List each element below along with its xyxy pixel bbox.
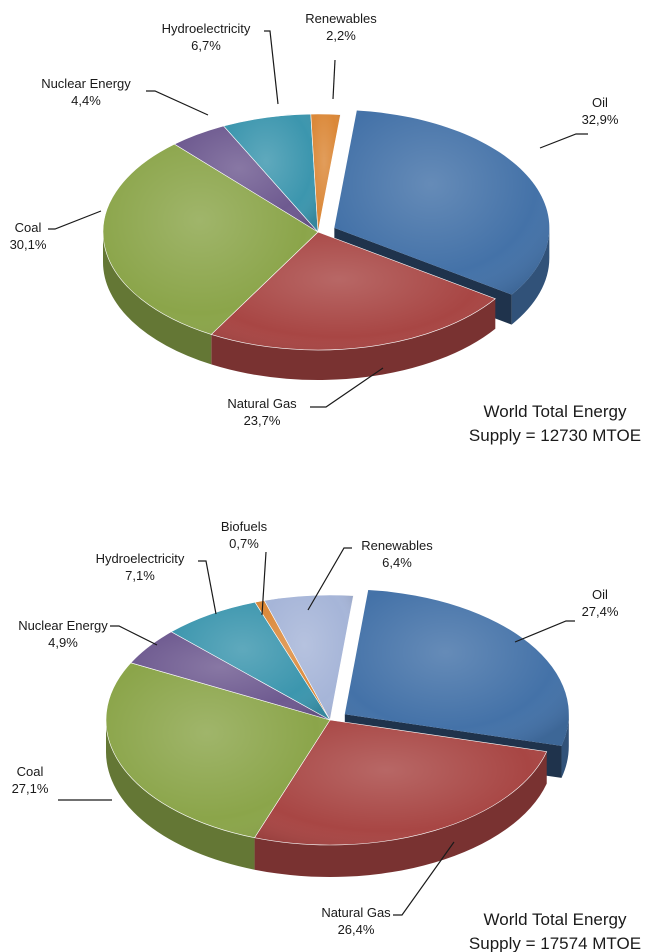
pie-1-slice-shine-4 xyxy=(171,602,330,720)
chart-1-caption-line2: Supply = 17574 MTOE xyxy=(469,934,641,952)
pie-0-side-0 xyxy=(511,227,550,325)
pie-0-leader-4 xyxy=(264,30,279,105)
pie-1-label-name-6: Renewables xyxy=(361,538,433,553)
pie-0-side-2 xyxy=(103,232,212,365)
pie-1-leader-1 xyxy=(393,841,455,916)
pie-0-label-name-4: Hydroelectricity xyxy=(162,21,251,36)
pie-1-label-pct-0: 27,4% xyxy=(582,604,619,619)
pie-1-leader-5 xyxy=(261,551,267,616)
pie-1-label-pct-4: 7,1% xyxy=(125,568,155,583)
pie-1-label-name-4: Hydroelectricity xyxy=(96,551,185,566)
pie-0-label-name-5: Renewables xyxy=(305,11,377,26)
pie-1-leader-6 xyxy=(307,547,352,611)
pie-1-side-0 xyxy=(561,714,569,778)
pie-1-leader-4 xyxy=(198,560,217,615)
pie-0-label-pct-1: 23,7% xyxy=(244,413,281,428)
pie-1-slice-shine-6 xyxy=(264,595,354,720)
pie-1-slice-shine-1 xyxy=(254,720,547,846)
pie-1-leader-3 xyxy=(110,625,158,646)
pie-0-label-name-1: Natural Gas xyxy=(227,396,297,411)
pie-0-leader-5 xyxy=(332,59,336,100)
pie-0-slice-shine-0 xyxy=(334,110,550,295)
pie-1-label-name-5: Biofuels xyxy=(221,519,268,534)
pie-0-slice-shine-4 xyxy=(223,114,318,232)
pie-0-leader-1 xyxy=(310,367,384,408)
chart-1-caption-line1: World Total Energy xyxy=(484,910,627,929)
pie-0-label-name-2: Coal xyxy=(15,220,42,235)
pie-1-slice-shine-5 xyxy=(255,600,330,720)
pie-1-label-name-1: Natural Gas xyxy=(321,905,391,920)
pie-1-label-pct-2: 27,1% xyxy=(12,781,49,796)
pie-1-slice-shine-3 xyxy=(130,631,330,720)
pie-0-slice-shine-1 xyxy=(211,232,496,350)
pie-1-label-pct-5: 0,7% xyxy=(229,536,259,551)
pie-0-label-name-0: Oil xyxy=(592,95,608,110)
pie-0-slice-shine-2 xyxy=(103,144,319,335)
pie-1-slice-shine-2 xyxy=(105,662,330,838)
pie-0-leader-0 xyxy=(539,133,588,149)
pie-chart-future: Oil 27,4% Natural Gas 26,4% Coal 27,1% Nuclear… xyxy=(12,519,619,937)
pie-1-label-pct-3: 4,9% xyxy=(48,635,78,650)
pie-1-label-name-2: Coal xyxy=(17,764,44,779)
pie-1-leader-0 xyxy=(514,620,575,643)
pie-1-label-pct-6: 6,4% xyxy=(382,555,412,570)
pie-0-label-name-3: Nuclear Energy xyxy=(41,76,131,91)
pie-1-label-name-0: Oil xyxy=(592,587,608,602)
pie-0-slice-shine-3 xyxy=(174,125,318,232)
pie-1-label-name-3: Nuclear Energy xyxy=(18,618,108,633)
pie-0-leader-3 xyxy=(146,90,209,116)
pie-0-side-1 xyxy=(211,298,496,380)
pie-0-label-pct-4: 6,7% xyxy=(191,38,221,53)
pie-0-slice-shine-5 xyxy=(310,113,341,232)
pie-0-label-pct-2: 30,1% xyxy=(10,237,47,252)
pie-1-slice-shine-0 xyxy=(344,589,569,746)
pie-1-label-pct-1: 26,4% xyxy=(338,922,375,937)
pie-0-label-pct-0: 32,9% xyxy=(582,112,619,127)
pie-0-label-pct-3: 4,4% xyxy=(71,93,101,108)
pie-1-side-1 xyxy=(254,751,547,878)
pie-0-label-pct-5: 2,2% xyxy=(326,28,356,43)
pie-1-side-2 xyxy=(106,720,255,870)
chart-0-caption-line1: World Total Energy xyxy=(484,402,627,421)
pie-0-leader-2 xyxy=(48,210,102,230)
pie-chart-current: Oil 32,9% Natural Gas 23,7% Coal 30,1% Nuclear… xyxy=(10,11,619,428)
chart-0-caption-line2: Supply = 12730 MTOE xyxy=(469,426,641,445)
